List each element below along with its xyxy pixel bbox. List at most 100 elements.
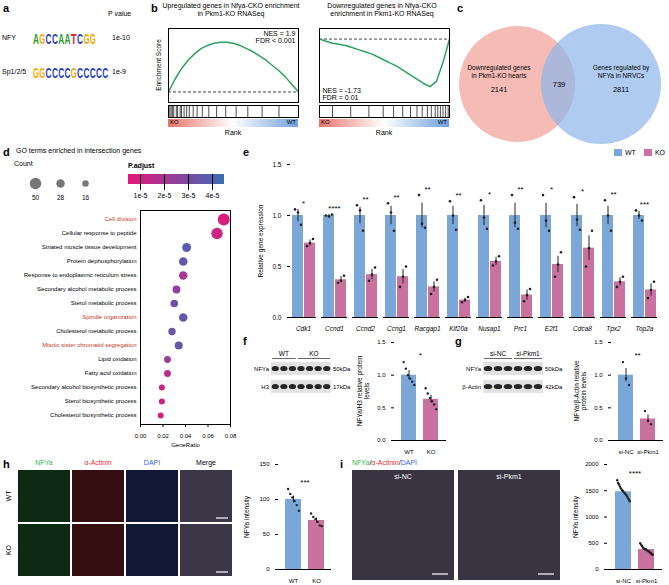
svg-text:C: C — [102, 65, 108, 81]
svg-text:1000: 1000 — [585, 514, 599, 520]
svg-text:***: *** — [640, 200, 649, 209]
svg-text:si-Pkm1: si-Pkm1 — [516, 350, 540, 357]
svg-text:*: * — [419, 351, 422, 360]
svg-text:Ccnd2: Ccnd2 — [356, 325, 375, 332]
svg-text:Secondary alcohol biosynthetic: Secondary alcohol biosynthetic process — [31, 384, 136, 390]
svg-text:**: ** — [517, 185, 523, 194]
svg-text:C: C — [96, 65, 102, 81]
svg-text:Cholesterol metabolic process: Cholesterol metabolic process — [56, 328, 136, 334]
svg-text:Fatty acid oxidation: Fatty acid oxidation — [85, 370, 137, 376]
svg-text:A: A — [33, 31, 39, 47]
svg-text:Ccng1: Ccng1 — [387, 325, 406, 333]
svg-text:4e-5: 4e-5 — [205, 192, 219, 199]
svg-text:G: G — [39, 65, 45, 81]
svg-text:****: **** — [629, 469, 641, 478]
svg-text:1.0: 1.0 — [272, 212, 281, 219]
svg-text:1.5: 1.5 — [377, 339, 386, 345]
svg-text:1.5: 1.5 — [594, 339, 603, 345]
svg-text:Sp1/2/5: Sp1/2/5 — [2, 68, 26, 76]
svg-text:0.5: 0.5 — [594, 405, 603, 411]
svg-text:Lipid oxidation: Lipid oxidation — [98, 356, 136, 362]
svg-text:0.08: 0.08 — [225, 433, 237, 439]
svg-text:Protein dephosphorylation: Protein dephosphorylation — [67, 258, 137, 264]
svg-text:1.0: 1.0 — [594, 372, 603, 378]
svg-text:Relative gene expression: Relative gene expression — [257, 204, 265, 277]
svg-text:50kDa: 50kDa — [333, 366, 351, 372]
svg-text:0.0: 0.0 — [377, 437, 386, 443]
svg-text:Tpx2: Tpx2 — [606, 325, 621, 333]
svg-text:17kDa: 17kDa — [333, 384, 351, 390]
svg-text:si-NC: si-NC — [616, 578, 632, 583]
svg-text:Ccnd1: Ccnd1 — [325, 325, 344, 332]
svg-text:Racgap1: Racgap1 — [414, 325, 440, 333]
svg-text:1.0: 1.0 — [377, 372, 386, 378]
svg-text:0: 0 — [595, 566, 599, 572]
svg-text:50: 50 — [263, 531, 270, 537]
svg-text:Secondary alcohol metabolic pr: Secondary alcohol metabolic process — [37, 286, 136, 292]
svg-text:100: 100 — [259, 496, 270, 502]
svg-text:Kif20a: Kif20a — [449, 325, 468, 332]
svg-text:C: C — [83, 65, 89, 81]
svg-text:0.5: 0.5 — [272, 263, 281, 270]
svg-text:NES = 1.9FDR < 0.001: NES = 1.9FDR < 0.001 — [256, 30, 296, 44]
svg-text:si-NC: si-NC — [490, 350, 507, 357]
svg-text:G: G — [90, 31, 96, 47]
svg-text:KO: KO — [312, 578, 321, 583]
svg-text:Cdca8: Cdca8 — [573, 325, 592, 332]
svg-text:0.0: 0.0 — [594, 437, 603, 443]
svg-text:Nusap1: Nusap1 — [478, 325, 501, 333]
svg-text:2141: 2141 — [491, 85, 508, 94]
svg-text:**: ** — [362, 195, 368, 204]
svg-text:2e-5: 2e-5 — [157, 192, 171, 199]
svg-text:**: ** — [455, 191, 461, 200]
svg-text:1e-5: 1e-5 — [133, 192, 147, 199]
svg-text:A: A — [65, 31, 71, 47]
svg-text:500: 500 — [588, 540, 599, 546]
svg-text:1.5: 1.5 — [272, 161, 281, 168]
svg-text:si-Pkm1: si-Pkm1 — [637, 449, 659, 454]
svg-text:Cdk1: Cdk1 — [296, 325, 312, 332]
svg-text:C: C — [58, 65, 64, 81]
svg-text:Sterol biosynthetic process: Sterol biosynthetic process — [65, 398, 137, 404]
svg-text:Cell division: Cell division — [104, 216, 136, 222]
svg-text:G: G — [33, 65, 39, 81]
svg-text:NFYa in NRVCs: NFYa in NRVCs — [598, 72, 645, 79]
svg-text:si-Pkm1: si-Pkm1 — [636, 578, 658, 583]
svg-text:C: C — [46, 65, 52, 81]
svg-text:2811: 2811 — [613, 85, 629, 94]
svg-text:WT: WT — [289, 578, 299, 583]
svg-text:50: 50 — [32, 194, 40, 201]
svg-text:Genes regulated by: Genes regulated by — [593, 64, 650, 72]
svg-text:0.0: 0.0 — [272, 314, 281, 321]
svg-text:Sterol metabolic process: Sterol metabolic process — [71, 300, 137, 306]
svg-text:***: *** — [300, 478, 309, 487]
svg-text:C: C — [65, 65, 71, 81]
svg-text:Response to endoplasmic reticu: Response to endoplasmic reticulum stress — [24, 272, 137, 278]
svg-text:0.00: 0.00 — [135, 433, 147, 439]
svg-text:Downregulated genes: Downregulated genes — [467, 64, 531, 72]
svg-text:*: * — [581, 187, 584, 196]
svg-text:WT: WT — [404, 449, 414, 454]
svg-text:A: A — [58, 31, 64, 47]
svg-text:Mitotic sister chromatid segre: Mitotic sister chromatid segregation — [42, 342, 136, 348]
svg-text:NES = -1.73FDR = 0.01: NES = -1.73FDR = 0.01 — [323, 87, 361, 101]
svg-text:50kDa: 50kDa — [545, 366, 563, 372]
svg-text:H3: H3 — [261, 384, 269, 390]
svg-text:0: 0 — [266, 566, 270, 572]
svg-text:Cholesterol biosynthetic proce: Cholesterol biosynthetic process — [50, 412, 136, 418]
svg-text:16: 16 — [82, 194, 90, 201]
svg-text:C: C — [90, 65, 96, 81]
svg-text:**: ** — [610, 190, 616, 199]
svg-text:C: C — [46, 31, 52, 47]
svg-text:Spindle organization: Spindle organization — [82, 314, 136, 320]
svg-text:0.02: 0.02 — [157, 433, 169, 439]
svg-text:Top2a: Top2a — [636, 325, 654, 333]
svg-text:in Pkm1-KO hearts: in Pkm1-KO hearts — [472, 72, 528, 79]
svg-text:1500: 1500 — [585, 488, 599, 494]
svg-text:G: G — [83, 31, 89, 47]
svg-text:**: ** — [393, 193, 399, 202]
svg-text:28: 28 — [57, 194, 65, 201]
svg-text:GeneRatio: GeneRatio — [171, 442, 200, 448]
svg-text:C: C — [77, 65, 83, 81]
svg-text:β-Actin: β-Actin — [462, 384, 481, 390]
